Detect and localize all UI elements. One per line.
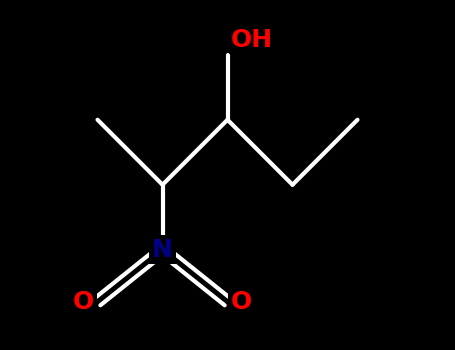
Text: OH: OH: [231, 28, 273, 51]
Text: N: N: [152, 238, 173, 262]
Text: O: O: [231, 290, 252, 314]
Text: O: O: [73, 290, 94, 314]
